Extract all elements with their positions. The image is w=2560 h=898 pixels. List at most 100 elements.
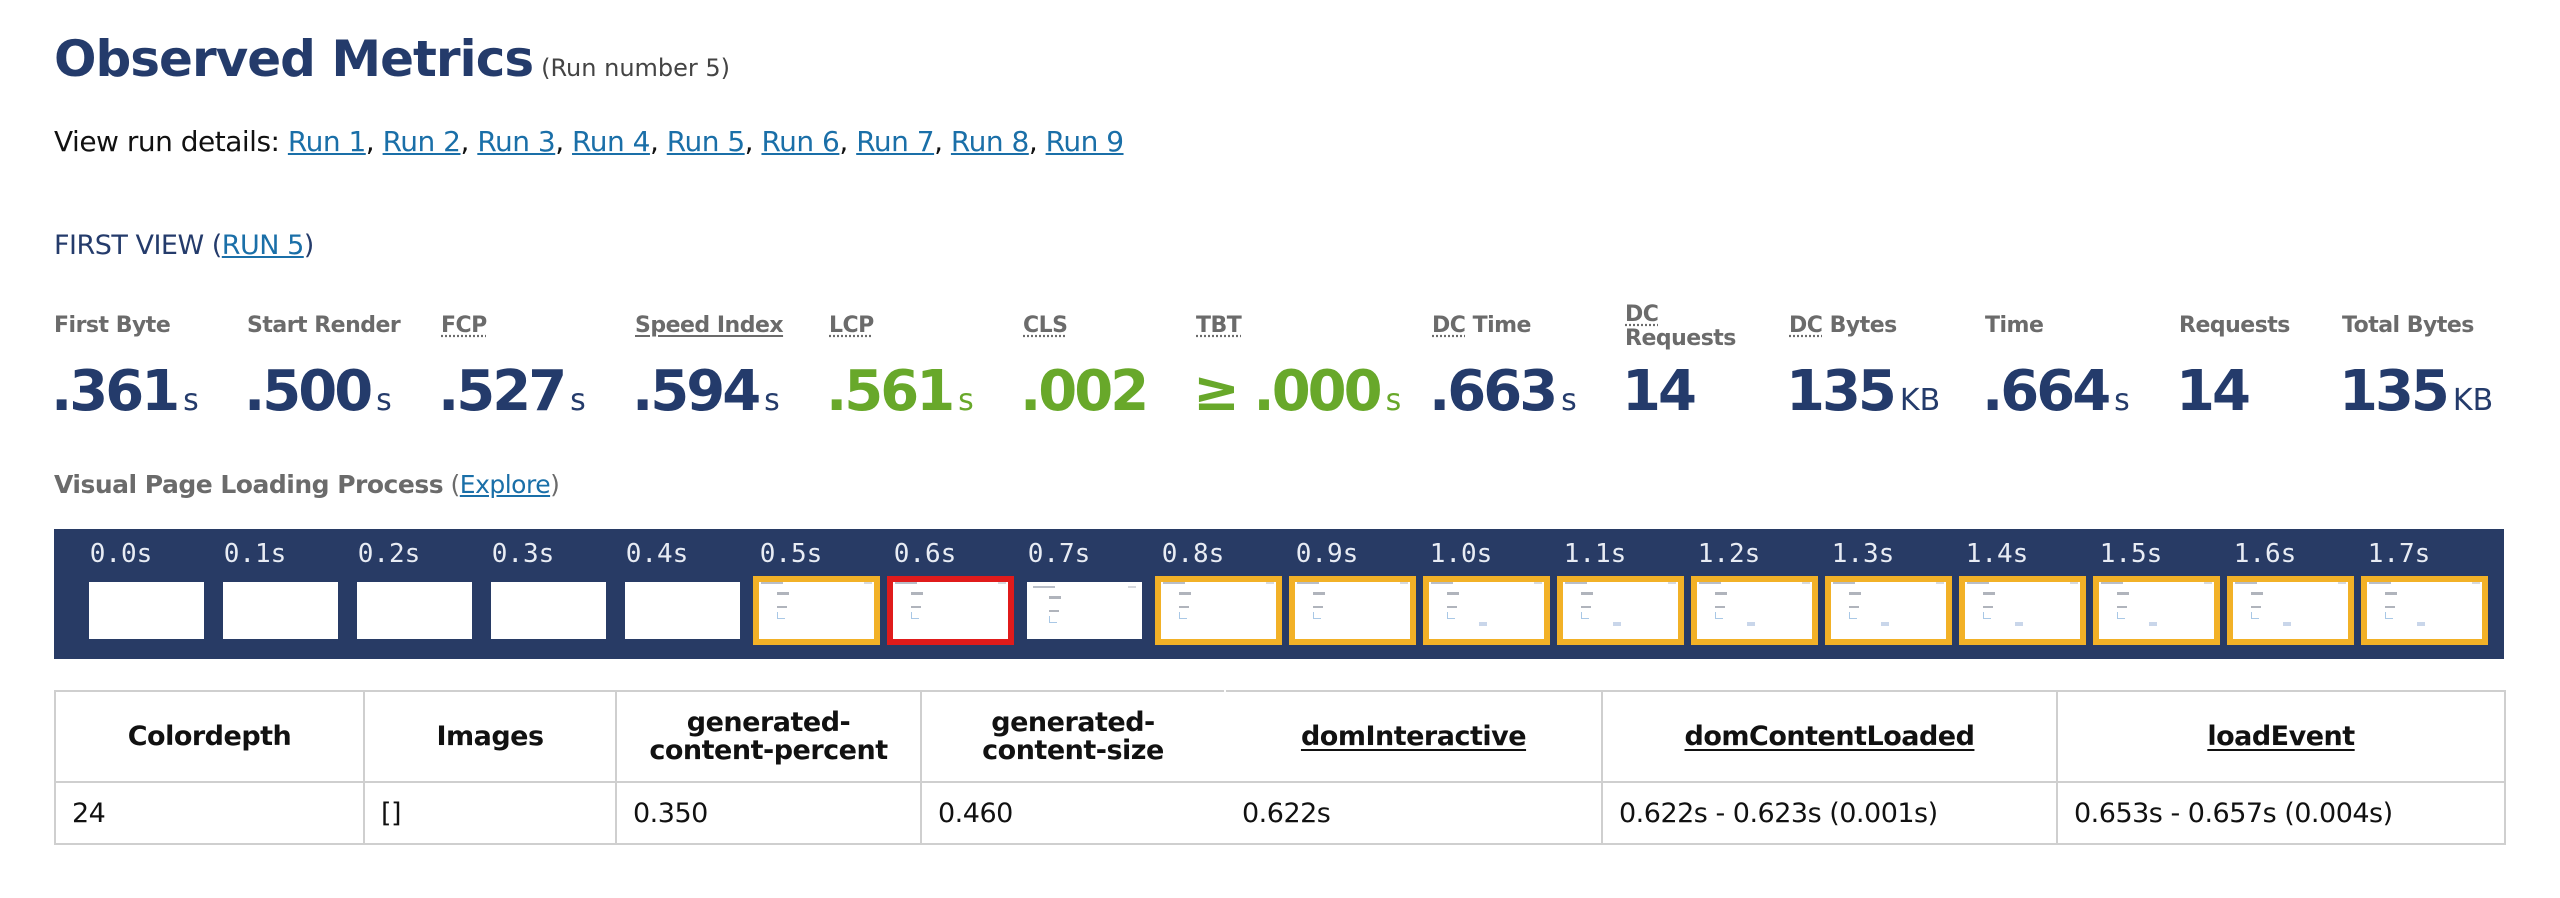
frame-thumbnail[interactable]	[357, 582, 472, 639]
filmstrip-frame[interactable]: 1.2s	[1662, 529, 1818, 659]
frame-thumbnail[interactable]	[625, 582, 740, 639]
run-link-6[interactable]: Run 6	[761, 125, 840, 158]
col-header-colordepth: Colordepth	[54, 690, 365, 783]
thumbnail-detail	[2385, 612, 2393, 619]
frame-thumbnail[interactable]	[1423, 576, 1550, 645]
filmstrip-frame[interactable]: 1.0s	[1394, 529, 1550, 659]
cell-generated-content-percent: 0.350	[615, 781, 922, 845]
thumbnail-detail	[1983, 592, 1995, 595]
dc-abbr[interactable]: DC	[1625, 302, 1659, 327]
metric-value: .561 s	[826, 360, 974, 433]
run-number-subtitle: (Run number 5)	[541, 54, 731, 82]
filmstrip-frame[interactable]: 1.3s	[1796, 529, 1952, 659]
visual-loading-heading: Visual Page Loading Process (Explore)	[54, 470, 560, 499]
run-link-8[interactable]: Run 8	[950, 125, 1029, 158]
frame-thumbnail[interactable]	[1959, 576, 2086, 645]
filmstrip-frame[interactable]: 0.8s	[1126, 529, 1282, 659]
filmstrip-frame[interactable]: 0.6s	[858, 529, 1014, 659]
frame-thumbnail[interactable]	[2227, 576, 2354, 645]
filmstrip-frame[interactable]: 1.6s	[2198, 529, 2354, 659]
filmstrip[interactable]: 0.0s 0.1s 0.2s 0.3s 0.4s 0.5s 0.6s 0.7s 0.8s 0.9s…	[54, 529, 2504, 659]
filmstrip-frame[interactable]: 1.7s	[2332, 529, 2488, 659]
metric-label[interactable]: TBT	[1196, 313, 1242, 338]
filmstrip-frame[interactable]: 0.0s	[54, 529, 204, 659]
thumbnail-detail	[2385, 606, 2395, 608]
frame-thumbnail[interactable]	[753, 576, 880, 645]
metric-label[interactable]: FCP	[441, 313, 487, 338]
page-header: Observed Metrics (Run number 5)	[54, 30, 730, 88]
metric-number: .002	[1020, 359, 1149, 424]
thumbnail-detail	[1747, 622, 1755, 626]
metric-label: DC Time	[1432, 314, 1531, 338]
run-link-3[interactable]: Run 3	[477, 125, 556, 158]
metric-label[interactable]: Speed Index	[635, 313, 784, 338]
metric-label[interactable]: LCP	[829, 313, 874, 338]
separator: ,	[744, 125, 762, 158]
run-link-4[interactable]: Run 4	[572, 125, 650, 158]
metric-label: Requests	[2179, 313, 2290, 338]
thumbnail-detail	[1049, 616, 1057, 623]
thumbnail-detail	[2251, 612, 2259, 619]
metric-label[interactable]: CLS	[1023, 313, 1068, 338]
dc-abbr[interactable]: DC	[1789, 313, 1823, 338]
thumbnail-detail	[1802, 582, 1810, 584]
metric-value: .500 s	[244, 360, 392, 433]
filmstrip-frame[interactable]: 0.3s	[456, 529, 606, 659]
filmstrip-frame[interactable]: 0.9s	[1260, 529, 1416, 659]
filmstrip-frame[interactable]: 0.5s	[724, 529, 880, 659]
filmstrip-frame[interactable]: 1.5s	[2064, 529, 2220, 659]
thumbnail-detail	[2235, 582, 2257, 584]
frame-time-label: 0.2s	[357, 539, 421, 569]
frame-thumbnail[interactable]	[89, 582, 204, 639]
frame-time-label: 0.9s	[1295, 539, 1359, 569]
metric-unit: KB	[2452, 383, 2494, 418]
separator: ,	[649, 125, 667, 158]
thumbnail-detail	[1833, 582, 1855, 584]
filmstrip-frame[interactable]: 0.1s	[188, 529, 338, 659]
frame-thumbnail[interactable]	[2361, 576, 2488, 645]
first-view-heading: FIRST VIEW (RUN 5)	[54, 230, 314, 261]
col-header-loadevent[interactable]: loadEvent	[2056, 690, 2506, 783]
filmstrip-frame[interactable]: 0.2s	[322, 529, 472, 659]
separator: ,	[934, 125, 951, 158]
col-header-dominteractive[interactable]: domInteractive	[1224, 690, 1603, 783]
col-header-generated-content-size: generated-content-size	[920, 690, 1226, 783]
metric-label-rest: Bytes	[1822, 313, 1898, 338]
frame-thumbnail[interactable]	[1155, 576, 1282, 645]
metric-number: 14	[2176, 359, 2251, 424]
thumbnail-detail	[777, 592, 789, 595]
thumbnail-detail	[1447, 612, 1455, 619]
frame-thumbnail[interactable]	[887, 576, 1014, 645]
thumbnail-detail	[1179, 606, 1189, 608]
thumbnail-detail	[1668, 582, 1676, 584]
filmstrip-frame[interactable]: 0.7s	[992, 529, 1142, 659]
col-header-domcontentloaded[interactable]: domContentLoaded	[1601, 690, 2058, 783]
filmstrip-frame[interactable]: 0.4s	[590, 529, 740, 659]
run-link-9[interactable]: Run 9	[1045, 125, 1124, 158]
filmstrip-frame[interactable]: 1.1s	[1528, 529, 1684, 659]
explore-link[interactable]: Explore	[459, 470, 551, 499]
first-view-run-link[interactable]: RUN 5	[221, 230, 304, 261]
dc-abbr[interactable]: DC	[1432, 313, 1466, 338]
metric-value: .594 s	[632, 360, 780, 433]
metric-number: .361	[51, 359, 180, 424]
frame-thumbnail[interactable]	[2093, 576, 2220, 645]
run-link-2[interactable]: Run 2	[382, 125, 461, 158]
frame-thumbnail[interactable]	[1691, 576, 1818, 645]
cell-dominteractive: 0.622s	[1224, 781, 1603, 845]
metric-number: 135	[1786, 359, 1897, 424]
metric-number: .663	[1429, 359, 1558, 424]
frame-thumbnail[interactable]	[1289, 576, 1416, 645]
header-text: domContentLoaded	[1684, 720, 1975, 752]
metric-label: DC Requests	[1625, 303, 1736, 351]
metric-unit: s	[1561, 383, 1577, 418]
frame-thumbnail[interactable]	[1557, 576, 1684, 645]
filmstrip-frame[interactable]: 1.4s	[1930, 529, 2086, 659]
frame-thumbnail[interactable]	[1825, 576, 1952, 645]
run-link-5[interactable]: Run 5	[666, 125, 745, 158]
frame-thumbnail[interactable]	[491, 582, 606, 639]
frame-thumbnail[interactable]	[223, 582, 338, 639]
frame-thumbnail[interactable]	[1027, 582, 1142, 639]
run-link-7[interactable]: Run 7	[856, 125, 935, 158]
run-link-1[interactable]: Run 1	[287, 125, 366, 158]
